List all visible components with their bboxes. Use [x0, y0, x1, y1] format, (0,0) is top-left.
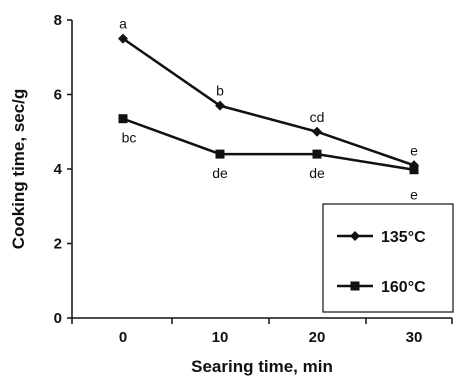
legend-box: [322, 203, 454, 313]
y-tick-label: 8: [54, 12, 62, 29]
data-label: e: [410, 187, 418, 203]
x-tick-label: 10: [212, 329, 229, 346]
legend-marker: [350, 281, 360, 291]
series-line: [122, 117, 415, 171]
data-label: a: [119, 16, 127, 32]
y-axis-title: Cooking time, sec/g: [9, 89, 28, 250]
legend-entry: 135°C: [381, 229, 426, 246]
axes: [67, 19, 453, 324]
series-0: [118, 33, 419, 171]
data-point: [118, 114, 128, 124]
data-label: e: [410, 142, 418, 158]
data-label: b: [216, 83, 224, 99]
data-point: [215, 149, 225, 159]
legend-marker: [350, 231, 360, 241]
x-tick-label: 0: [119, 329, 127, 346]
y-tick-label: 6: [54, 87, 62, 104]
data-label: de: [309, 165, 325, 181]
data-point: [312, 149, 322, 159]
series-line: [122, 37, 415, 167]
series-1: [118, 114, 419, 175]
data-point: [215, 100, 225, 111]
x-axis-title: Searing time, min: [191, 357, 333, 376]
data-label: de: [212, 165, 228, 181]
y-tick-label: 2: [54, 236, 62, 253]
tick-labels: 0 2 4 6 8 0 10 20 30: [54, 12, 423, 346]
legend: 135°C 160°C: [322, 203, 454, 313]
legend-entry: 160°C: [381, 279, 426, 296]
data-point: [409, 165, 419, 175]
data-label: bc: [122, 130, 137, 146]
x-tick-label: 30: [406, 329, 423, 346]
data-label: cd: [310, 109, 325, 125]
data-point: [312, 126, 322, 137]
data-point: [118, 33, 128, 44]
y-tick-label: 0: [54, 310, 62, 327]
series-layer: [118, 33, 419, 175]
x-tick-label: 20: [309, 329, 326, 346]
y-tick-label: 4: [54, 161, 63, 178]
